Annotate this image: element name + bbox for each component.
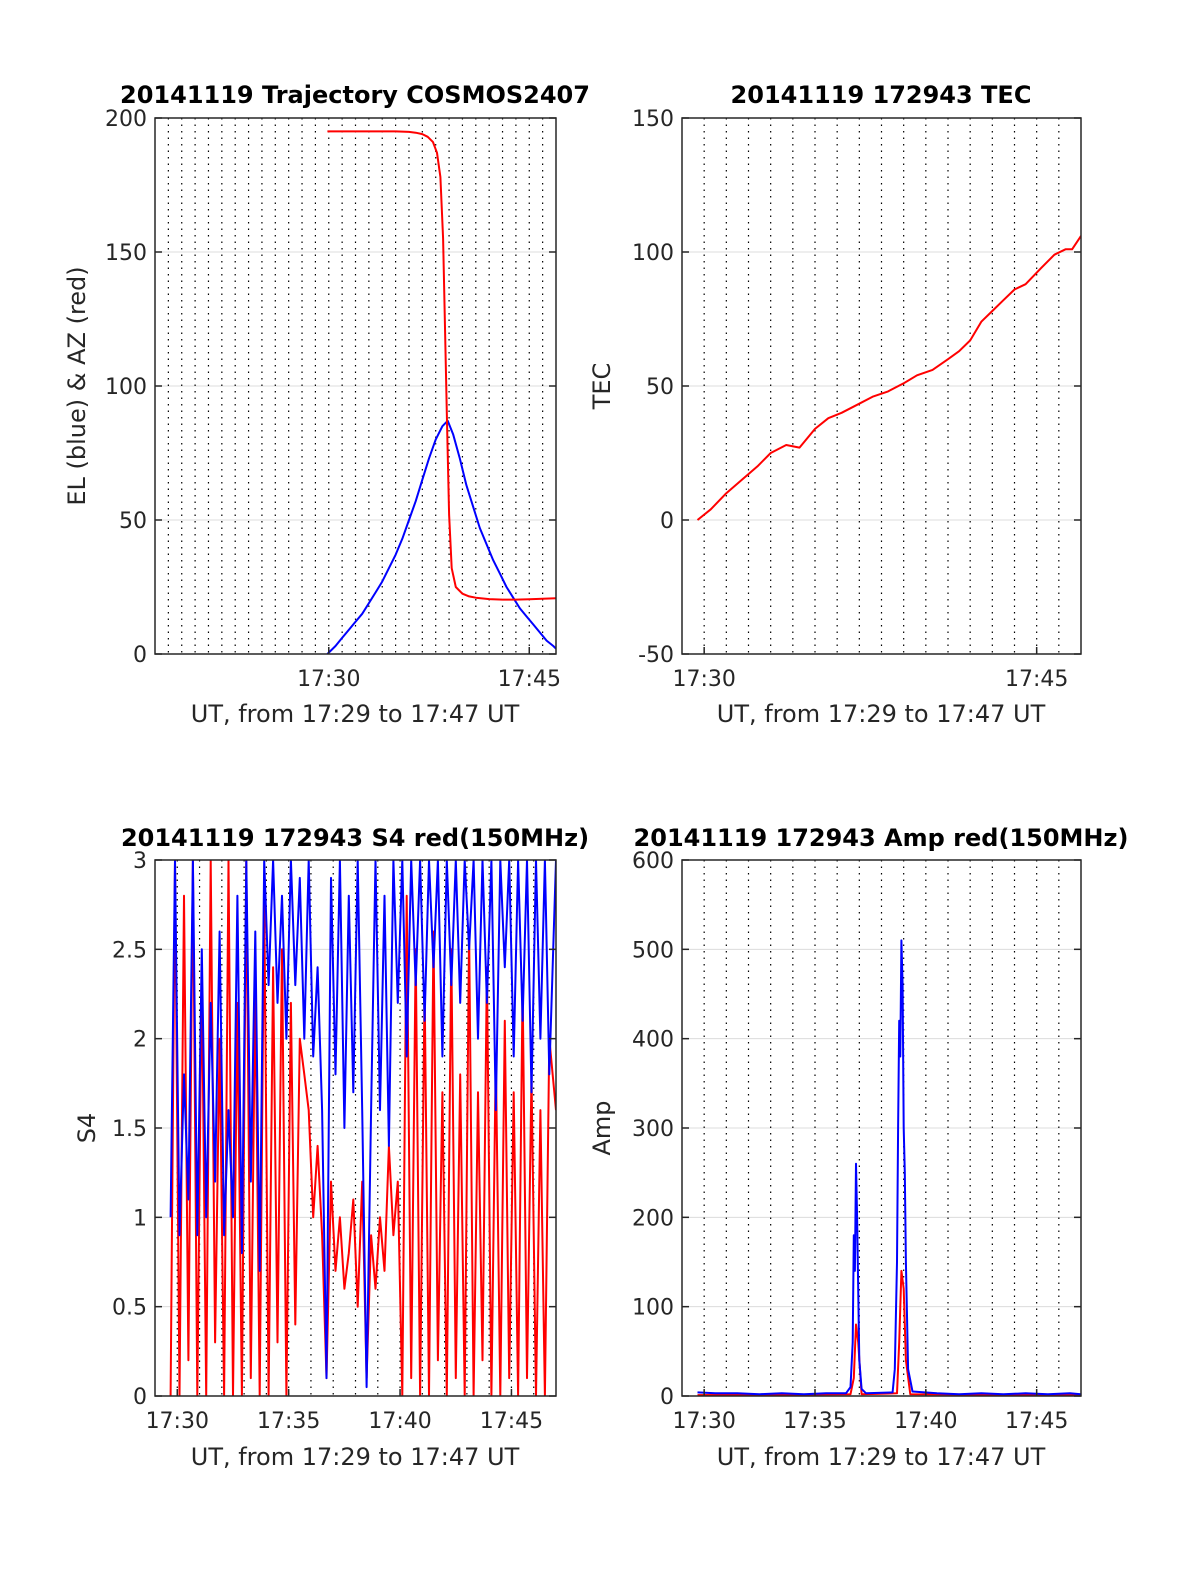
s4-ytick-label-2: 1 [133,1206,147,1231]
amp-title: 20141119 172943 Amp red(150MHz) [634,824,1129,852]
tec-xtick-label-0: 17:30 [672,667,735,692]
s4-ytick-label-6: 3 [133,849,147,874]
trajectory-series-0 [326,419,556,654]
trajectory-ytick-label-4: 200 [105,107,147,132]
amp-xtick-label-3: 17:45 [1005,1409,1068,1434]
trajectory-xtick-label-0: 17:30 [297,667,360,692]
s4-ytick-label-3: 1.5 [112,1117,147,1142]
trajectory-ytick-label-0: 0 [133,643,147,668]
tec-ytick-label-2: 50 [646,375,674,400]
trajectory-xtick-label-1: 17:45 [498,667,561,692]
tec-title: 20141119 172943 TEC [731,81,1032,109]
amp-xlabel: UT, from 17:29 to 17:47 UT [717,1443,1046,1471]
amp-ytick-label-4: 400 [632,1028,674,1053]
tec-ytick-label-4: 150 [632,107,674,132]
amp-series-0 [697,1269,1081,1396]
tec-series-0 [696,235,1081,521]
amp-xtick-label-2: 17:40 [894,1409,957,1434]
trajectory-series-1 [327,130,556,601]
tec-ylabel: TEC [588,363,616,411]
trajectory-ylabel: EL (blue) & AZ (red) [63,266,91,505]
s4-ylabel: S4 [73,1113,101,1144]
tec-xtick-label-1: 17:45 [1005,667,1068,692]
s4-ytick-label-4: 2 [133,1028,147,1053]
s4-ytick-label-5: 2.5 [112,938,147,963]
s4-panel: 0 0.5 1 1.5 2 2.5 3 17:30 17:35 17:40 17:45 201411… [73,824,589,1471]
amp-ytick-label-0: 0 [660,1385,674,1410]
s4-xtick-label-1: 17:35 [257,1409,320,1434]
trajectory-title: 20141119 Trajectory COSMOS2407 [120,81,590,109]
s4-xlabel: UT, from 17:29 to 17:47 UT [191,1443,520,1471]
amp-ytick-label-3: 300 [632,1117,674,1142]
s4-xtick-label-0: 17:30 [146,1409,209,1434]
tec-panel: -50 0 50 100 150 17:30 17:45 20141119 172943 T… [588,81,1082,728]
tec-ytick-label-0: -50 [638,643,674,668]
amp-ytick-label-6: 600 [632,849,674,874]
amp-ytick-label-2: 200 [632,1206,674,1231]
s4-xtick-label-2: 17:40 [368,1409,431,1434]
amp-series-1 [697,939,1081,1396]
trajectory-xlabel: UT, from 17:29 to 17:47 UT [191,700,520,728]
s4-title: 20141119 172943 S4 red(150MHz) [121,824,589,852]
s4-ytick-label-1: 0.5 [112,1296,147,1321]
s4-xtick-label-3: 17:45 [480,1409,543,1434]
tec-xlabel: UT, from 17:29 to 17:47 UT [717,700,1046,728]
trajectory-ytick-label-3: 150 [105,241,147,266]
s4-series-1 [169,860,556,1389]
trajectory-ytick-label-2: 100 [105,375,147,400]
amp-ytick-label-1: 100 [632,1296,674,1321]
amp-xtick-label-1: 17:35 [783,1409,846,1434]
s4-ytick-label-0: 0 [133,1385,147,1410]
amp-ytick-label-5: 500 [632,938,674,963]
trajectory-panel: 0 50 100 150 200 17:30 17:45 20141119 Trajecto… [63,81,590,728]
amp-xtick-label-0: 17:30 [672,1409,735,1434]
amp-ylabel: Amp [588,1100,616,1155]
tec-ytick-label-1: 0 [660,509,674,534]
tec-ytick-label-3: 100 [632,241,674,266]
s4-series-0 [169,860,556,1396]
trajectory-ytick-label-1: 50 [119,509,147,534]
